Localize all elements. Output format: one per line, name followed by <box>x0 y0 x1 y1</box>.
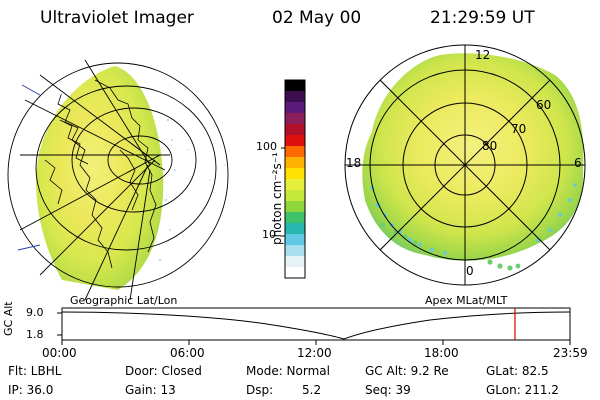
colorbar-unit-label: photon cm⁻²s⁻¹ <box>270 152 284 245</box>
status-mode: Mode: Normal <box>246 364 330 378</box>
status-filter: Flt: LBHL <box>8 364 62 378</box>
status-seq: Seq: 39 <box>365 383 411 397</box>
mlt-label-0: 0 <box>466 264 474 278</box>
colorbar-segment <box>285 113 305 125</box>
colorbar-segment <box>285 157 305 169</box>
colorbar-tick-10: 10 <box>262 228 276 241</box>
status-dsp-value: 5.2 <box>302 383 322 397</box>
status-ip: IP: 36.0 <box>8 383 54 397</box>
status-glat: GLat: 82.5 <box>486 364 549 378</box>
date-label: 02 May 00 <box>272 8 362 28</box>
status-glon: GLon: 211.2 <box>486 383 559 397</box>
status-gc-alt: GC Alt: 9.2 Re <box>365 364 449 378</box>
time-tick-0000: 00:00 <box>42 346 77 360</box>
colorbar-segment <box>285 135 305 147</box>
mlt-label-12: 12 <box>475 48 491 62</box>
right-projection-label: Apex MLat/MLT <box>425 294 508 307</box>
instrument-title: Ultraviolet Imager <box>40 8 194 28</box>
intensity-colorbar <box>285 80 305 279</box>
auroral-emission-left <box>36 66 164 290</box>
colorbar-segment <box>285 102 305 114</box>
status-door: Door: Closed <box>125 364 202 378</box>
colorbar-segment <box>285 212 305 224</box>
colorbar-segment <box>285 146 305 158</box>
altitude-plot <box>57 307 571 345</box>
geographic-map <box>7 59 229 301</box>
colorbar-segment <box>285 179 305 191</box>
altitude-axis-label: GC Alt <box>2 301 15 336</box>
altitude-tick-9: 9.0 <box>26 306 44 319</box>
mlat-label-60: 60 <box>536 98 552 112</box>
colorbar-tick-100: 100 <box>256 140 277 153</box>
colorbar-segment <box>285 267 305 279</box>
colorbar-segment <box>285 190 305 202</box>
left-projection-label: Geographic Lat/Lon <box>70 294 178 307</box>
time-label: 21:29:59 UT <box>430 8 535 28</box>
colorbar-segment <box>285 124 305 136</box>
mlat-label-80: 80 <box>482 139 498 153</box>
status-gain: Gain: 13 <box>125 383 176 397</box>
colorbar-segment <box>285 223 305 235</box>
colorbar-segment <box>285 201 305 213</box>
altitude-tick-1-8: 1.8 <box>26 328 44 341</box>
colorbar-segment <box>285 168 305 180</box>
colorbar-segment <box>285 80 305 92</box>
mlat-label-70: 70 <box>511 122 527 136</box>
colorbar-segment <box>285 234 305 246</box>
mlt-label-6: 6 <box>574 156 582 170</box>
time-tick-1800: 18:00 <box>424 346 459 360</box>
time-tick-0600: 06:00 <box>170 346 205 360</box>
colorbar-segment <box>285 91 305 103</box>
magnetic-polar-map <box>344 44 586 286</box>
colorbar-segment <box>285 245 305 257</box>
time-tick-2359: 23:59 <box>553 346 588 360</box>
colorbar-segment <box>285 256 305 268</box>
mlt-label-18: 18 <box>346 156 362 170</box>
status-dsp-label: Dsp: <box>246 383 274 397</box>
time-tick-1200: 12:00 <box>297 346 332 360</box>
